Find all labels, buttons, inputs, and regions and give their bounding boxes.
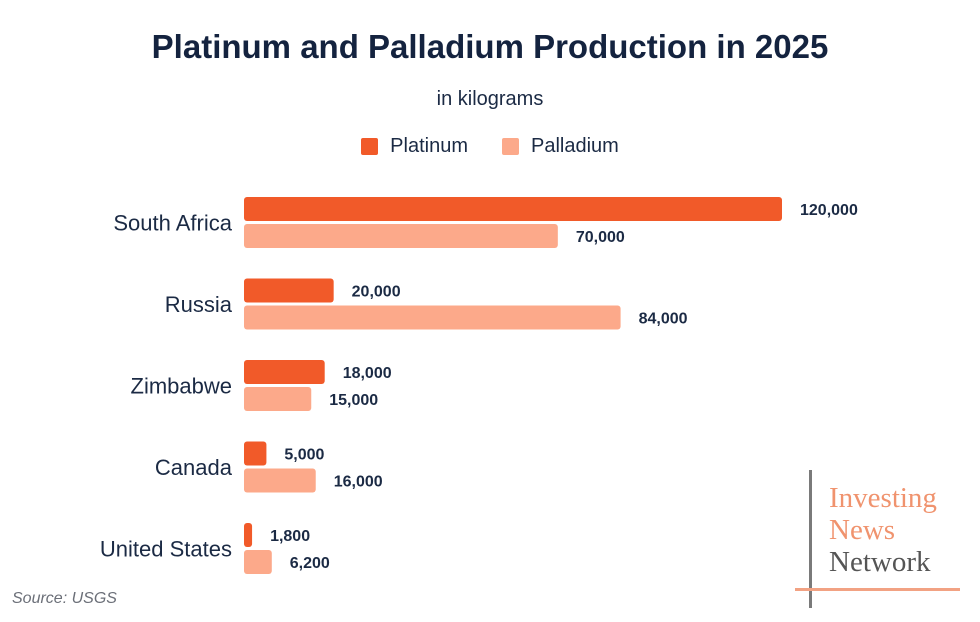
data-label-palladium-zimbabwe: 15,000 [329, 392, 378, 409]
data-label-platinum-russia: 20,000 [352, 284, 401, 301]
logo-word-news: News [829, 514, 896, 546]
investing-news-network-logo: Investing News Network [795, 470, 965, 610]
data-label-platinum-zimbabwe: 18,000 [343, 365, 392, 382]
logo-wordmark: Investing News Network [829, 482, 937, 578]
legend-item-platinum: Platinum [361, 135, 468, 158]
bar-platinum-united-states [244, 523, 253, 547]
category-label-south-africa: South Africa [113, 211, 232, 236]
bar-palladium-south-africa [244, 224, 558, 248]
bar-palladium-canada [244, 468, 316, 493]
chart-subtitle: in kilograms [436, 88, 544, 110]
bar-palladium-united-states [244, 550, 272, 574]
data-label-platinum-south-africa: 120,000 [800, 202, 858, 219]
legend-label-palladium: Palladium [530, 135, 619, 157]
logo-word-investing: Investing [829, 482, 937, 514]
bar-palladium-russia [244, 305, 621, 330]
legend-item-palladium: Palladium [501, 135, 619, 158]
bar-platinum-zimbabwe [244, 360, 325, 384]
legend-swatch-platinum [361, 138, 379, 155]
chart-title: Platinum and Palladium Production in 202… [151, 28, 829, 65]
logo-horizontal-rule [795, 588, 960, 591]
legend: Platinum Palladium [0, 135, 980, 158]
category-label-russia: Russia [165, 292, 233, 317]
bar-palladium-zimbabwe [244, 387, 312, 411]
bar-platinum-canada [244, 441, 267, 466]
data-label-palladium-united-states: 6,200 [290, 555, 330, 572]
category-label-zimbabwe: Zimbabwe [131, 374, 232, 399]
data-label-palladium-canada: 16,000 [334, 474, 383, 491]
legend-label-platinum: Platinum [390, 135, 468, 157]
logo-vertical-rule [809, 470, 812, 608]
data-label-palladium-russia: 84,000 [639, 311, 688, 328]
data-label-palladium-south-africa: 70,000 [576, 229, 625, 246]
bar-platinum-russia [244, 278, 334, 303]
data-label-platinum-canada: 5,000 [284, 447, 324, 464]
logo-word-network: Network [829, 546, 931, 578]
data-label-platinum-united-states: 1,800 [270, 528, 310, 545]
bar-platinum-south-africa [244, 197, 782, 221]
category-label-united-states: United States [100, 537, 232, 562]
legend-swatch-palladium [501, 138, 519, 155]
source-note: Source: USGS [12, 590, 117, 607]
category-label-canada: Canada [155, 455, 233, 480]
